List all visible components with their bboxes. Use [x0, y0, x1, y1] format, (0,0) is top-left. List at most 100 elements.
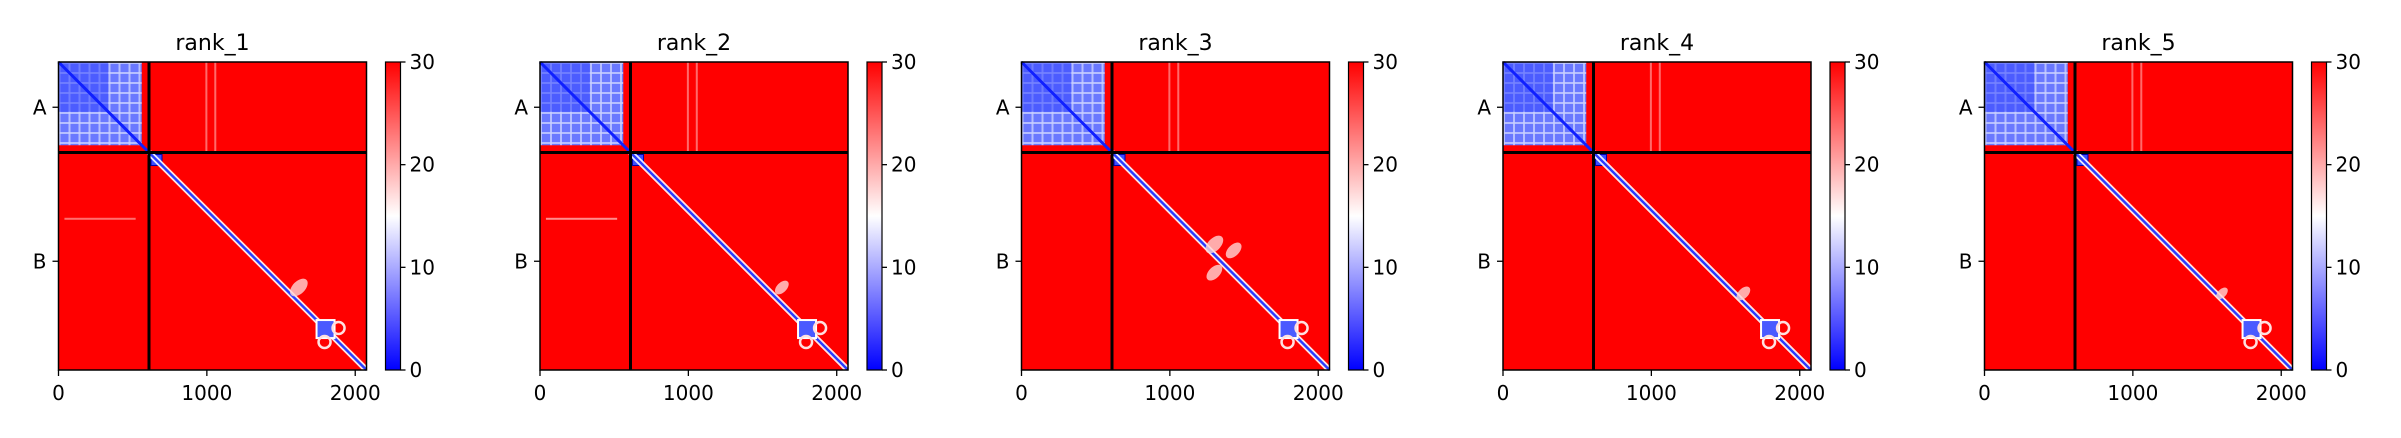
chain-b-ring	[331, 320, 346, 336]
x-tick-label: 2000	[811, 381, 862, 405]
panel-title: rank_3	[1138, 31, 1212, 56]
offdiag-stripe	[205, 62, 208, 153]
panel-2: rank_2 A B 0 1000 2000 0 10 20 30	[514, 31, 916, 405]
chain-b-ring	[1775, 320, 1791, 336]
chain-b-ring-block	[315, 319, 336, 340]
colorbar: 0 10 20 30	[866, 50, 916, 382]
x-tick-label: 1000	[1626, 381, 1677, 405]
colorbar-tick-label: 30	[2336, 50, 2361, 74]
colorbar-tick-label: 20	[891, 153, 916, 177]
chain-a-diagonal	[1020, 60, 1114, 154]
x-tick-label: 2000	[1774, 381, 1825, 405]
chain-a-diagonal	[1983, 60, 2077, 154]
plot-frame	[1983, 61, 2294, 371]
colorbar-tick-label: 0	[1373, 358, 1386, 382]
colorbar: 0 10 20 30	[384, 50, 435, 382]
panel-4: rank_4 A B 0 1000 2000 0 10 20 30	[1477, 31, 1879, 405]
x-tick-label: 2000	[330, 381, 381, 405]
colorbar-tick-label: 0	[1854, 358, 1867, 382]
chain-b-ring-block	[2241, 319, 2262, 340]
colorbar-tick-label: 30	[1854, 50, 1879, 74]
plot-frame	[1020, 61, 1331, 371]
x-tick-label: 2000	[2256, 381, 2307, 405]
offdiag-blob	[1225, 242, 1242, 259]
chain-b-ring	[798, 334, 814, 350]
offdiag-blob	[1736, 286, 1751, 301]
colorbar-tick-label: 0	[891, 358, 904, 382]
offdiag-stripe	[1658, 62, 1661, 153]
colorbar-tick-label: 30	[891, 50, 916, 74]
chain-b-ring	[2257, 320, 2272, 336]
y-tick-label: A	[514, 95, 528, 119]
panel-5: rank_5 A B 0 1000 2000 0 10 20 30	[1959, 31, 2361, 405]
colorbar-tick-label: 20	[410, 153, 435, 177]
colorbar-frame	[1829, 61, 1846, 371]
chain-b-ring	[1280, 334, 1295, 350]
colorbar-frame	[2310, 61, 2328, 371]
colorbar: 0 10 20 30	[1829, 50, 1879, 382]
x-tick-label: 0	[52, 381, 65, 405]
chain-b-ring-block	[1760, 319, 1781, 340]
chain-b-ring	[1294, 320, 1309, 336]
colorbar-tick-label: 0	[2336, 358, 2349, 382]
y-tick-label: A	[1477, 95, 1491, 119]
plot-frame	[1502, 61, 1812, 371]
panel-title: rank_2	[657, 31, 731, 56]
offdiag-stripe	[2140, 62, 2143, 153]
offdiag-stripe	[1649, 62, 1652, 153]
colorbar-gradient	[2311, 62, 2327, 370]
x-tick-label: 2000	[1293, 381, 1344, 405]
panel-1: rank_1 A B 0 1000 2000 0 10 20 30	[33, 31, 435, 405]
offdiag-stripe	[1177, 62, 1180, 153]
chain-a-diagonal	[1501, 60, 1595, 154]
panel-3: rank_3 A B 0 1000 2000 0 10 20 30	[996, 31, 1398, 405]
colorbar-tick-label: 10	[1854, 255, 1879, 279]
colorbar: 0 10 20 30	[2310, 50, 2361, 382]
colorbar-tick-label: 10	[1373, 255, 1398, 279]
offdiag-stripe	[214, 62, 217, 153]
colorbar-tick-label: 10	[891, 255, 916, 279]
colorbar-tick-label: 30	[1373, 50, 1398, 74]
y-tick-label: A	[33, 95, 47, 119]
chain-a-diagonal	[538, 60, 632, 154]
colorbar-gradient	[385, 62, 401, 370]
offdiag-stripe	[686, 62, 689, 153]
chain-b-ring-block	[1278, 319, 1299, 340]
y-tick-label: A	[996, 95, 1010, 119]
chain-b-ring-block	[797, 319, 818, 340]
panel-title: rank_4	[1620, 31, 1694, 56]
offdiag-blob	[290, 278, 308, 297]
x-tick-label: 0	[1497, 381, 1510, 405]
offdiag-stripe	[545, 217, 618, 220]
offdiag-stripe	[1168, 62, 1171, 153]
x-tick-label: 1000	[2107, 381, 2158, 405]
offdiag-stripe	[695, 62, 698, 153]
y-tick-label: B	[33, 249, 47, 273]
y-tick-label: A	[1959, 95, 1973, 119]
y-tick-label: B	[1477, 249, 1491, 273]
colorbar-frame	[1347, 61, 1365, 371]
chain-b-ring	[317, 334, 332, 350]
colorbar-tick-label: 10	[2336, 255, 2361, 279]
colorbar-tick-label: 0	[410, 358, 423, 382]
x-tick-label: 0	[1978, 381, 1991, 405]
colorbar-tick-label: 20	[2336, 153, 2361, 177]
offdiag-blob	[774, 280, 789, 295]
x-tick-label: 0	[1015, 381, 1028, 405]
colorbar-tick-label: 20	[1854, 153, 1879, 177]
panel-title: rank_5	[2101, 31, 2175, 56]
colorbar-gradient	[867, 62, 882, 370]
offdiag-stripe	[2131, 62, 2134, 153]
y-tick-label: B	[1959, 249, 1973, 273]
plot-frame	[539, 61, 849, 371]
y-tick-label: B	[514, 249, 528, 273]
colorbar-tick-label: 20	[1373, 153, 1398, 177]
colorbar-gradient	[1830, 62, 1845, 370]
chain-b-ring	[812, 320, 828, 336]
colorbar-frame	[384, 61, 402, 371]
chain-b-ring	[2243, 334, 2258, 350]
plot-frame	[57, 61, 368, 371]
colorbar-gradient	[1348, 62, 1364, 370]
offdiag-stripe	[64, 217, 136, 220]
